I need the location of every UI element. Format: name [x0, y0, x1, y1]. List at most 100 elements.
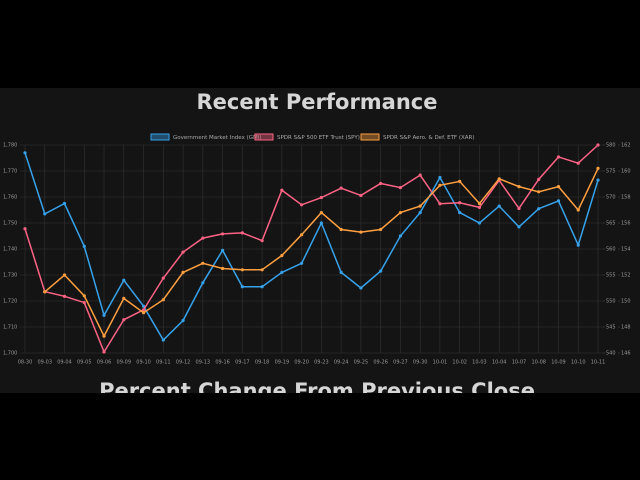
data-point	[596, 166, 600, 170]
x-tick-label: 09-06	[97, 360, 112, 366]
y-tick-label: 555	[606, 273, 616, 279]
data-point	[418, 204, 422, 208]
data-point	[240, 285, 244, 289]
data-point	[517, 206, 521, 211]
x-tick-label: 09-20	[294, 360, 309, 366]
data-point	[181, 250, 185, 254]
x-tick-label: 10-04	[492, 360, 507, 366]
data-point	[141, 311, 146, 315]
y-tick-label: 560	[606, 247, 616, 253]
y-tick-label: 580	[606, 143, 616, 149]
data-point	[398, 234, 403, 238]
x-tick-label: 08-30	[18, 360, 33, 366]
data-point	[280, 253, 284, 258]
y-tick-label: 158	[621, 195, 631, 201]
x-tick-label: 09-19	[275, 360, 290, 366]
data-point	[576, 208, 580, 212]
data-point	[82, 300, 86, 305]
y-tick-label: 1,780	[3, 143, 17, 149]
data-point	[438, 202, 442, 206]
data-point	[556, 185, 561, 189]
y-tick-label: 156	[621, 221, 631, 227]
x-tick-label: 09-24	[334, 360, 349, 366]
data-point	[497, 204, 501, 208]
x-tick-label: 09-16	[215, 360, 230, 366]
x-tick-label: 09-27	[393, 360, 408, 366]
data-point	[300, 261, 304, 265]
x-tick-label: 09-26	[373, 360, 388, 366]
series-line	[24, 152, 599, 342]
data-point	[62, 294, 67, 298]
data-point	[537, 177, 541, 181]
x-tick-label: 10-07	[512, 360, 527, 366]
data-point	[319, 211, 323, 215]
y-tick-label: 146	[621, 351, 631, 357]
data-point	[201, 281, 205, 285]
x-tick-label: 09-03	[37, 360, 52, 366]
data-point	[477, 221, 482, 225]
x-tick-label: 09-12	[176, 360, 191, 366]
data-point	[596, 178, 600, 182]
data-point	[102, 334, 106, 338]
data-point	[181, 270, 185, 274]
chart-title: Recent Performance	[196, 90, 437, 114]
data-point	[300, 203, 304, 207]
data-point	[280, 270, 284, 274]
legend-swatch	[150, 133, 170, 141]
x-tick-label: 09-05	[77, 360, 92, 366]
y-tick-label: 150	[621, 299, 631, 305]
data-point	[102, 313, 106, 317]
data-point	[537, 190, 541, 194]
legend-swatch	[254, 133, 274, 141]
legend-label: SPDR S&P 500 ETF Trust (SPY)	[277, 135, 360, 141]
data-point	[576, 243, 580, 247]
data-point	[398, 211, 403, 215]
data-point	[339, 270, 343, 274]
x-tick-label: 09-18	[255, 360, 270, 366]
data-point	[82, 294, 86, 298]
x-tick-label: 10-10	[571, 360, 586, 366]
y-tick-label: 550	[606, 299, 616, 305]
x-tick-label: 10-08	[531, 360, 546, 366]
y-tick-label: 1,740	[3, 247, 17, 253]
y-tick-label: 148	[621, 325, 631, 331]
y-tick-label: 540	[606, 351, 616, 357]
y-tick-label: 575	[606, 169, 616, 175]
legend-label: Government Market Index (GMI)	[173, 135, 262, 141]
data-point	[181, 318, 185, 323]
data-point	[220, 232, 225, 236]
data-point	[161, 276, 165, 280]
data-point	[122, 318, 126, 322]
y-tick-label: 1,750	[3, 221, 17, 227]
x-tick-label: 09-10	[136, 360, 151, 366]
data-point	[458, 179, 462, 183]
x-tick-label: 09-04	[57, 360, 72, 366]
data-point	[43, 212, 47, 216]
clip-group: Percent Change From Previous Close	[99, 379, 535, 393]
data-point	[62, 273, 67, 277]
y-tick-label: 162	[621, 143, 631, 149]
data-point	[438, 175, 442, 180]
y-tick-label: 152	[621, 273, 631, 279]
data-point	[418, 211, 422, 215]
y-tick-label: 1,700	[3, 351, 17, 357]
data-point	[398, 186, 403, 190]
x-tick-label: 09-30	[413, 360, 428, 366]
data-point	[260, 268, 264, 272]
x-tick-label: 09-25	[354, 360, 369, 366]
panel	[0, 88, 640, 393]
data-point	[379, 269, 383, 273]
data-point	[201, 236, 205, 240]
data-point	[418, 173, 422, 177]
x-tick-label: 10-09	[551, 360, 566, 366]
data-point	[201, 261, 205, 265]
data-point	[359, 230, 363, 234]
data-point	[240, 268, 244, 272]
data-point	[477, 201, 482, 206]
x-tick-label: 09-09	[117, 360, 132, 366]
data-point	[379, 227, 383, 232]
plot: 1,700 1,710 1,720 1,730 1,740 1,750 1,760 1,770…	[3, 133, 631, 366]
legend-label: SPDR S&P Aero. & Def. ETF (XAR)	[383, 135, 475, 141]
data-point	[122, 296, 126, 300]
data-point	[23, 227, 27, 231]
